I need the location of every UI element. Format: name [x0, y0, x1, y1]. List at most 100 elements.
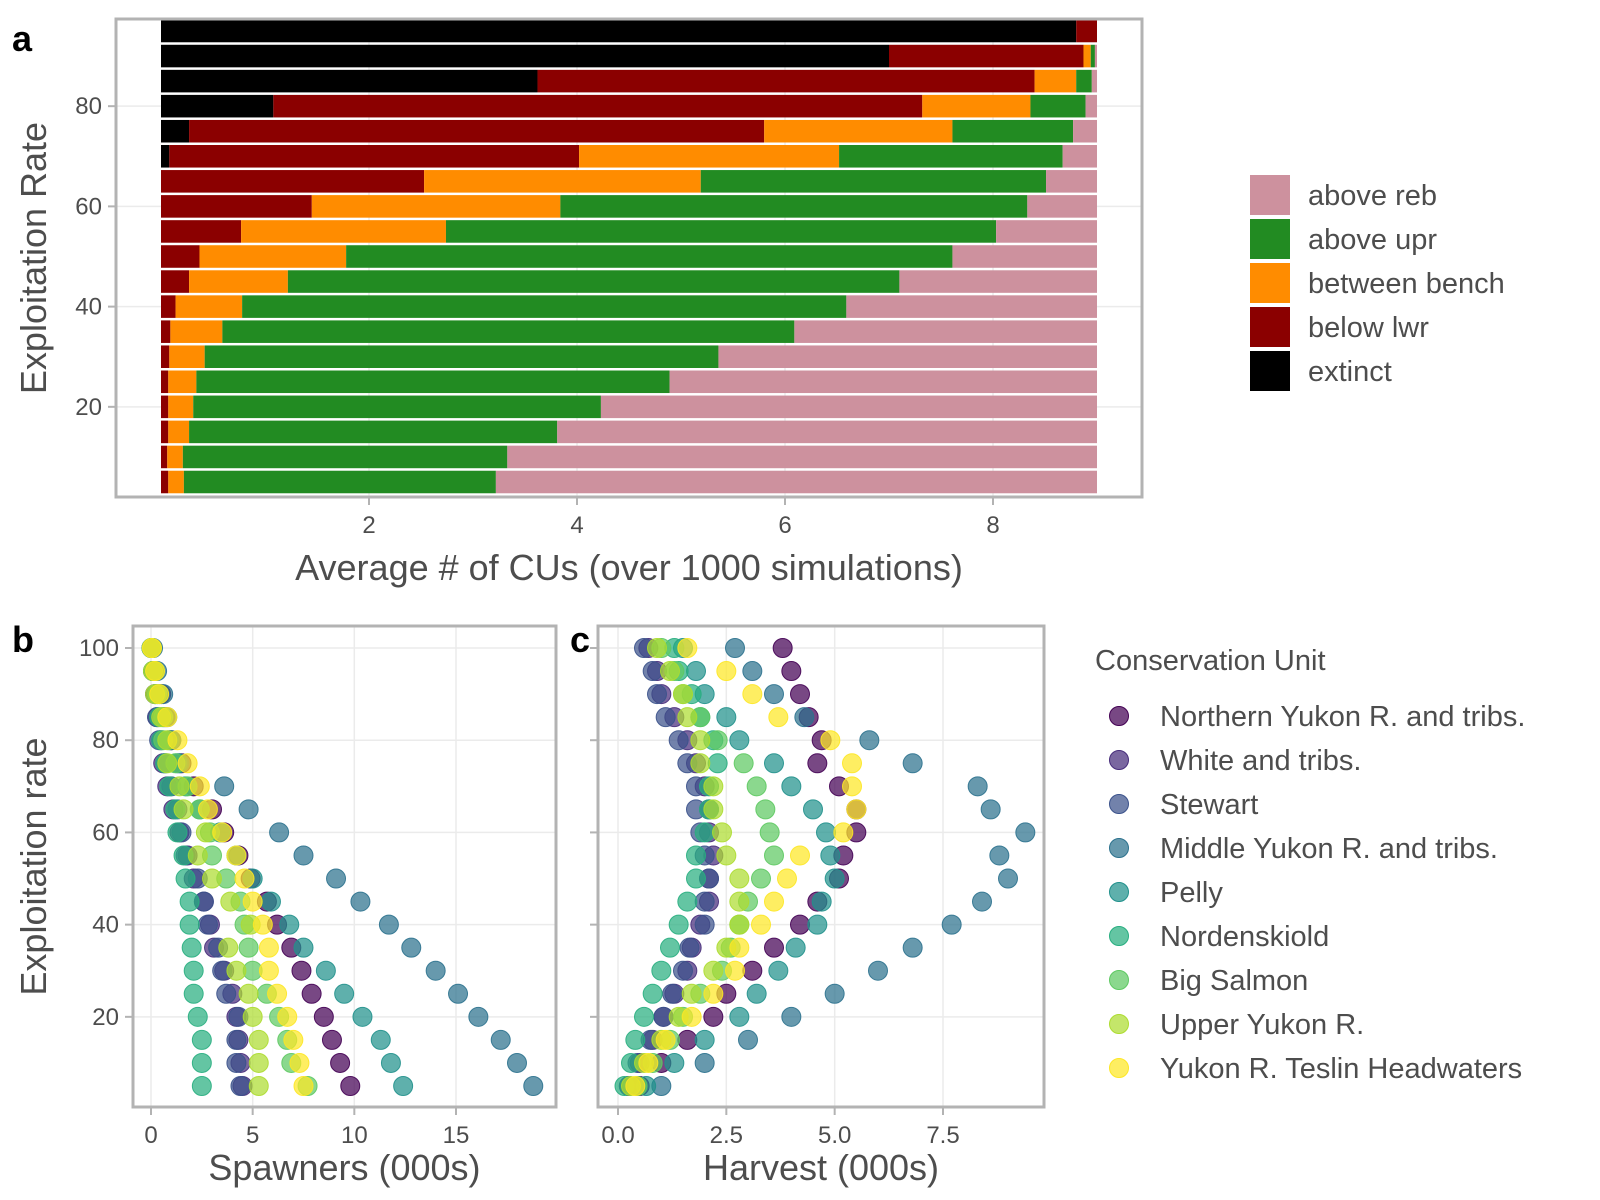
- point-Yukon-R-Teslin-Headwaters-er90: [149, 684, 170, 705]
- point-Yukon-R-Teslin-Headwaters-er95: [716, 661, 737, 682]
- x-axis-title: Average # of CUs (over 1000 simulations): [295, 547, 963, 588]
- point-Upper-Yukon-R-er85: [677, 707, 698, 728]
- point-Pelly-er50: [824, 868, 845, 889]
- bar-below-lwr-er85: [537, 69, 1035, 93]
- point-Northern-Yukon-R-and-tribs-er75: [807, 753, 828, 774]
- point-Stewart-er15: [226, 1029, 247, 1050]
- point-Yukon-R-Teslin-Headwaters-er80: [820, 730, 841, 751]
- point-Nordenskiold-er45: [677, 891, 698, 912]
- bar-below-lwr-er10: [161, 445, 168, 469]
- legend-label-cu-8: Upper Yukon R.: [1160, 1009, 1364, 1041]
- panel-label-a: a: [12, 18, 33, 59]
- point-Pelly-er85: [716, 707, 737, 728]
- bar-below-lwr-er55: [161, 220, 242, 243]
- bar-between-bench-er45: [189, 270, 288, 293]
- point-Yukon-R-Teslin-Headwaters-er80: [167, 730, 188, 751]
- bar-above-reb-er10: [507, 445, 1097, 469]
- legend-dot-1: [1109, 706, 1129, 726]
- point-Big-Salmon-er60: [759, 822, 780, 843]
- point-Upper-Yukon-R-er95: [660, 661, 680, 682]
- bar-above-reb-er90: [1094, 44, 1097, 68]
- point-Yukon-R-Teslin-Headwaters-er10: [289, 1052, 310, 1073]
- y-tick-label: 80: [75, 93, 102, 120]
- point-Stewart-er25: [662, 983, 683, 1004]
- point-Upper-Yukon-R-er70: [703, 776, 724, 797]
- bar-below-lwr-er25: [161, 370, 169, 394]
- point-Nordenskiold-er25: [642, 983, 663, 1004]
- point-Yukon-R-Teslin-Headwaters-er55: [226, 845, 247, 866]
- bar-above-reb-er45: [899, 270, 1097, 293]
- x-tick-label: 6: [778, 512, 791, 539]
- legend-label-cu-2: White and tribs.: [1160, 745, 1361, 777]
- point-Nordenskiold-er20: [187, 1006, 208, 1027]
- bar-between-bench-er40: [175, 295, 243, 318]
- point-Pelly-er95: [686, 661, 706, 682]
- bar-above-reb-er60: [1027, 195, 1097, 218]
- point-Upper-Yukon-R-er55: [716, 845, 737, 866]
- bar-between-bench-er50: [199, 245, 347, 268]
- point-Yukon-R-Teslin-Headwaters-er30: [258, 960, 279, 981]
- point-Northern-Yukon-R-and-tribs-er30: [742, 960, 763, 981]
- point-Yukon-R-Teslin-Headwaters-er10: [638, 1052, 659, 1073]
- point-Middle-Yukon-R-and-tribs-er60: [269, 822, 290, 843]
- point-Yukon-R-Teslin-Headwaters-er40: [751, 914, 771, 935]
- point-Pelly-er30: [315, 960, 336, 981]
- bar-below-lwr-er30: [161, 345, 170, 368]
- point-Upper-Yukon-R-er50: [202, 868, 222, 889]
- point-Middle-Yukon-R-and-tribs-er20: [468, 1006, 489, 1027]
- bar-above-reb-er40: [846, 295, 1097, 318]
- bar-above-reb-er70: [1062, 145, 1097, 168]
- bar-below-lwr-er20: [161, 395, 169, 419]
- y-tick-label: 60: [75, 193, 102, 220]
- point-Upper-Yukon-R-er65: [703, 799, 724, 820]
- point-Pelly-er40: [807, 914, 828, 935]
- point-Pelly-er35: [785, 937, 806, 958]
- point-Middle-Yukon-R-and-tribs-er50: [998, 868, 1018, 889]
- point-Northern-Yukon-R-and-tribs-er5: [340, 1076, 361, 1096]
- point-Upper-Yukon-R-er80: [690, 730, 711, 751]
- point-Big-Salmon-er65: [755, 799, 776, 820]
- point-Nordenskiold-er30: [651, 960, 672, 981]
- point-Northern-Yukon-R-and-tribs-er95: [781, 661, 802, 682]
- point-Big-Salmon-er75: [733, 753, 754, 774]
- point-Big-Salmon-er50: [751, 868, 771, 889]
- legend-swatch-between-bench: [1250, 263, 1290, 303]
- bar-between-bench-er80: [922, 94, 1031, 118]
- legend-label-cu-5: Pelly: [1160, 877, 1223, 909]
- point-Northern-Yukon-R-and-tribs-er25: [301, 983, 322, 1004]
- point-Yukon-R-Teslin-Headwaters-er40: [252, 914, 273, 935]
- legend-swatch-below-lwr: [1250, 307, 1290, 347]
- bar-below-lwr-er90: [889, 44, 1084, 68]
- point-Middle-Yukon-R-and-tribs-er60: [1015, 822, 1036, 843]
- bar-between-bench-er85: [1034, 69, 1077, 93]
- legend-dot-8: [1109, 1014, 1129, 1034]
- panel-b-spawners-scatter: 0 5 10 15 20 40 60 80 100 Spawners (000s) Exploita…: [13, 624, 558, 1188]
- point-Upper-Yukon-R-er55: [187, 845, 208, 866]
- bar-below-lwr-er50: [161, 245, 200, 268]
- point-Northern-Yukon-R-and-tribs-er40: [790, 914, 810, 935]
- x-tick-label: 0: [144, 1122, 157, 1149]
- point-Yukon-R-Teslin-Headwaters-er20: [277, 1006, 298, 1027]
- point-Northern-Yukon-R-and-tribs-er20: [703, 1006, 724, 1027]
- y-tick-label: 40: [92, 912, 119, 939]
- y-axis-title: Exploitation rate: [13, 737, 54, 995]
- point-Yukon-R-Teslin-Headwaters-er60: [833, 822, 854, 843]
- point-Pelly-er35: [293, 937, 314, 958]
- point-Middle-Yukon-R-and-tribs-er10: [507, 1052, 527, 1073]
- bar-above-upr-er70: [839, 145, 1063, 168]
- bar-between-bench-er55: [241, 220, 446, 243]
- bar-above-reb-er25: [669, 370, 1097, 394]
- point-Northern-Yukon-R-and-tribs-er100: [772, 638, 793, 658]
- point-Middle-Yukon-R-and-tribs-er35: [902, 937, 923, 958]
- point-Nordenskiold-er20: [634, 1006, 654, 1027]
- point-Nordenskiold-er40: [179, 914, 200, 935]
- point-Stewart-er40: [694, 914, 715, 935]
- point-Yukon-R-Teslin-Headwaters-er70: [842, 776, 862, 797]
- point-Northern-Yukon-R-and-tribs-er10: [330, 1052, 351, 1073]
- point-Nordenskiold-er45: [179, 891, 200, 912]
- bar-below-lwr-er60: [161, 195, 312, 218]
- point-Pelly-er15: [370, 1029, 391, 1050]
- point-Yukon-R-Teslin-Headwaters-er60: [212, 822, 233, 843]
